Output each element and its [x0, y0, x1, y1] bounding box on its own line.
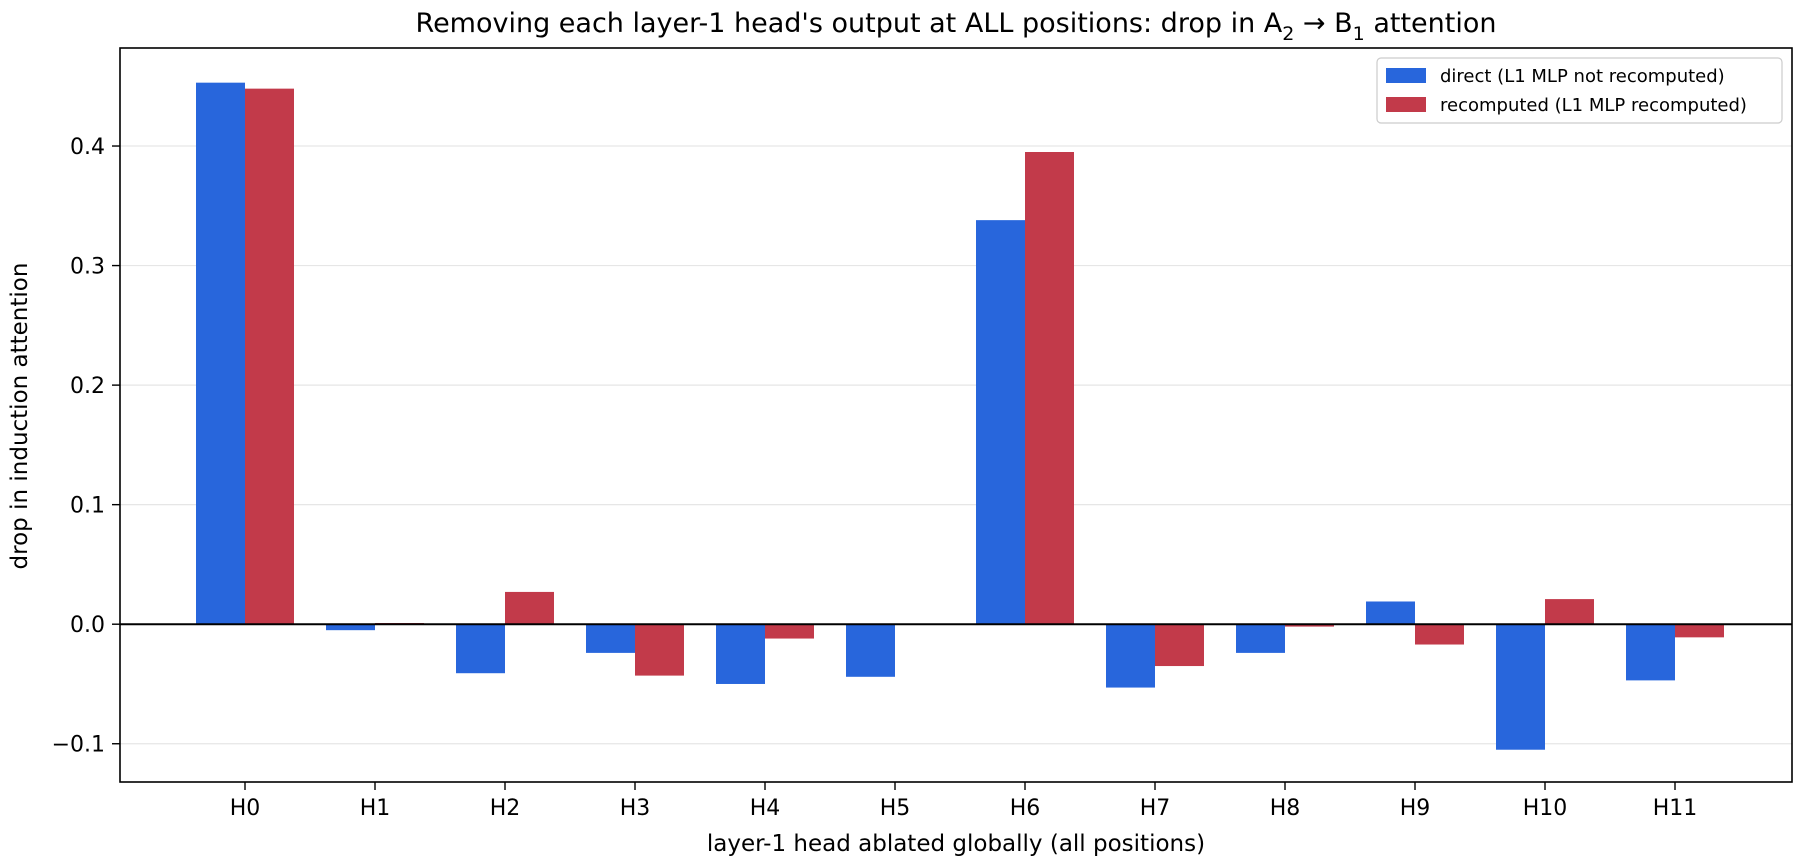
- bar-recomputed: [1675, 624, 1724, 638]
- legend-label: recomputed (L1 MLP recomputed): [1440, 95, 1747, 116]
- bar-recomputed: [1285, 624, 1334, 627]
- bar-direct: [716, 624, 765, 684]
- bar-recomputed: [635, 624, 684, 676]
- y-tick-label: 0.3: [70, 255, 105, 280]
- x-axis-label: layer-1 head ablated globally (all posit…: [707, 831, 1205, 857]
- x-tick-label: H8: [1270, 796, 1301, 821]
- bar-recomputed: [505, 591, 554, 625]
- x-tick-label: H4: [750, 796, 781, 821]
- x-tick-label: H7: [1140, 796, 1171, 821]
- legend: direct (L1 MLP not recomputed) recomputed…: [1376, 57, 1783, 124]
- bar-direct: [196, 82, 245, 625]
- y-tick-label: 0.1: [70, 494, 105, 519]
- bar-recomputed: [1025, 152, 1074, 625]
- bar-direct: [1366, 601, 1415, 625]
- x-tick-label: H1: [360, 796, 391, 821]
- legend-label: direct (L1 MLP not recomputed): [1440, 66, 1725, 87]
- bar-direct: [1496, 624, 1545, 750]
- legend-box: [1376, 57, 1783, 124]
- bar-direct: [1106, 624, 1155, 688]
- y-axis-label: drop in induction attention: [7, 263, 33, 570]
- bars: [196, 82, 1724, 750]
- x-tick-label: H10: [1523, 796, 1568, 821]
- bar-direct: [846, 624, 895, 677]
- legend-swatch: [1386, 68, 1426, 83]
- axis-ticks: −0.1 0.0 0.1 0.2 0.3 0.4 H0 H1 H2 H3 H4 H5 H6 H7 H8 H9 H…: [52, 135, 1698, 821]
- x-tick-label: H2: [490, 796, 521, 821]
- y-tick-label: −0.1: [52, 733, 105, 758]
- bar-direct: [976, 220, 1025, 625]
- x-tick-label: H9: [1400, 796, 1431, 821]
- bar-direct: [1236, 624, 1285, 653]
- x-tick-label: H6: [1010, 796, 1041, 821]
- x-tick-label: H5: [880, 796, 911, 821]
- x-tick-label: H0: [230, 796, 261, 821]
- y-tick-label: 0.0: [70, 613, 105, 638]
- plot-area: [119, 47, 1793, 783]
- x-tick-label: H11: [1653, 796, 1698, 821]
- bar-recomputed: [245, 88, 294, 625]
- bar-direct: [456, 624, 505, 674]
- bar-direct: [1626, 624, 1675, 681]
- bar-recomputed: [1545, 599, 1594, 625]
- y-tick-label: 0.2: [70, 374, 105, 399]
- bar-recomputed: [1155, 624, 1204, 667]
- bar-recomputed: [765, 624, 814, 639]
- y-tick-label: 0.4: [70, 135, 105, 160]
- x-tick-label: H3: [620, 796, 651, 821]
- bar-direct: [326, 624, 375, 631]
- chart-title: Removing each layer-1 head's output at A…: [416, 8, 1497, 45]
- legend-swatch: [1386, 97, 1426, 112]
- bar-direct: [586, 624, 635, 653]
- bar-recomputed: [1415, 624, 1464, 645]
